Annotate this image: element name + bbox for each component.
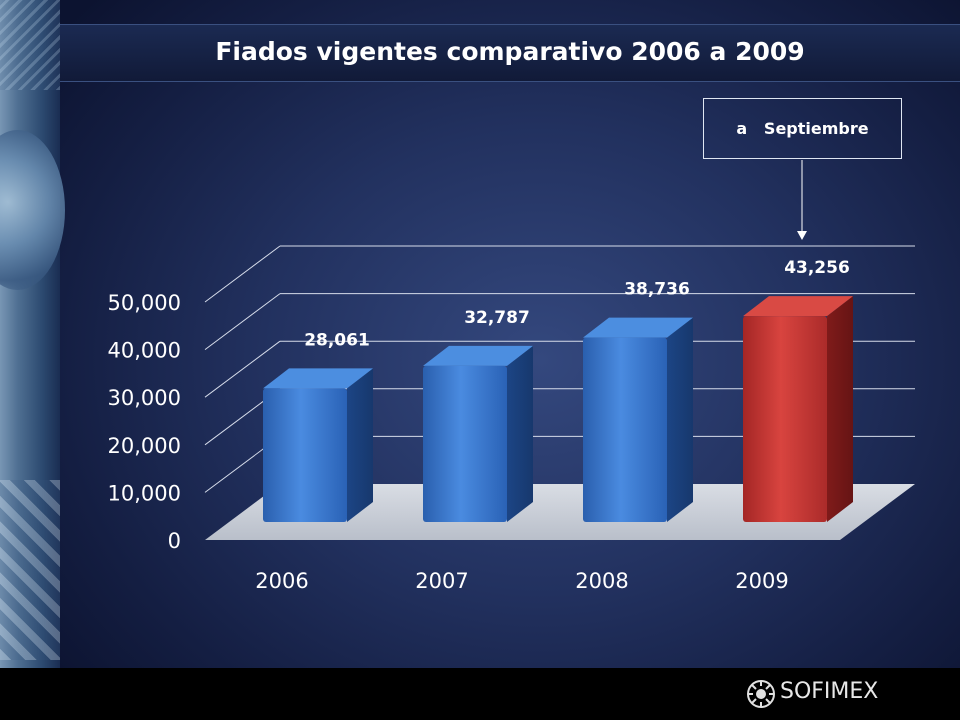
bar-front: [423, 365, 507, 522]
bar-2008: [583, 317, 693, 522]
data-labels: 28,061 32,787 38,736 43,256: [304, 258, 850, 350]
x-tick-2007: 2007: [415, 569, 468, 593]
x-tick-2006: 2006: [255, 569, 308, 593]
decorative-side-band: [0, 0, 65, 668]
bar-side: [667, 317, 693, 522]
data-label-2007: 32,787: [464, 308, 530, 328]
annotation-text: a Septiembre: [736, 119, 869, 138]
bar-top: [743, 296, 853, 317]
x-tick-2008: 2008: [575, 569, 628, 593]
bar-front: [263, 388, 347, 522]
logo-text: SOFIMEX: [780, 679, 879, 704]
bar-side: [347, 368, 373, 522]
sofimex-logo-icon: [747, 680, 775, 708]
floor-plane: [205, 484, 915, 540]
y-tick-label: 0: [168, 529, 181, 553]
data-label-2006: 28,061: [304, 330, 370, 350]
bars: [263, 296, 853, 522]
bar-top: [423, 345, 533, 366]
bar-front: [743, 316, 827, 522]
arrow-head: [797, 231, 807, 240]
hatch-pattern: [0, 0, 60, 90]
annotation-arrow: [797, 160, 807, 240]
annotation-box: [703, 98, 902, 159]
bar-top: [583, 317, 693, 338]
ornament-pattern: [0, 480, 60, 660]
y-tick-label: 20,000: [108, 434, 181, 458]
bar-2007: [423, 345, 533, 522]
y-tick-label: 50,000: [108, 291, 181, 315]
bar-chart: 28,061 32,787 38,736 43,256 0 10,000 20,000 30…: [108, 160, 915, 593]
bar-side: [827, 296, 853, 522]
chart-floor: [205, 484, 915, 540]
bar-front: [583, 337, 667, 522]
gridline-diagonal: [204, 245, 281, 303]
slide-title: Fiados vigentes comparativo 2006 a 2009: [215, 37, 805, 66]
title-bar: [60, 24, 960, 82]
bar-2009: [743, 296, 853, 522]
y-axis-ticks: 0 10,000 20,000 30,000 40,000 50,000: [108, 291, 181, 553]
gridline-diagonal: [204, 340, 281, 398]
bar-2006: [263, 368, 373, 522]
data-label-2008: 38,736: [624, 280, 690, 300]
footer-bar: [0, 668, 960, 720]
y-tick-label: 30,000: [108, 386, 181, 410]
bar-side: [507, 345, 533, 522]
gridline-diagonal: [204, 293, 281, 351]
y-tick-label: 10,000: [108, 481, 181, 505]
x-tick-2009: 2009: [735, 569, 788, 593]
y-tick-label: 40,000: [108, 339, 181, 363]
bar-top: [263, 368, 373, 389]
data-label-2009: 43,256: [784, 258, 850, 278]
x-axis-ticks: 2006 2007 2008 2009: [255, 569, 788, 593]
